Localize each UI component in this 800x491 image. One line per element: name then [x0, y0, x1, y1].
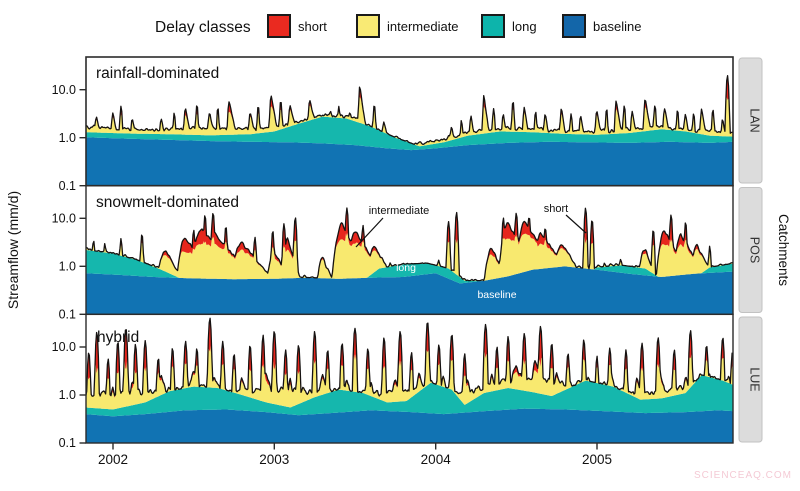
annotation-long: long [396, 262, 416, 274]
area-long [86, 375, 733, 417]
area-long [86, 249, 733, 284]
area-intermediate [86, 232, 733, 281]
y-axis: Streamflow (mm/d) 10.0 1.0 0.1 10.0 1.0 … [5, 83, 86, 450]
y-tick: 1.0 [59, 388, 76, 402]
legend-label-intermediate: intermediate [387, 19, 459, 34]
area-baseline [86, 266, 733, 315]
area-baseline [86, 408, 733, 443]
area-intermediate [86, 345, 733, 410]
panel-title-snowmelt: snowmelt-dominated [96, 194, 239, 211]
y-tick: 0.1 [59, 179, 76, 193]
y-tick: 0.1 [59, 308, 76, 322]
area-intermediate [86, 97, 733, 147]
catchments-axis-label: Catchments [776, 214, 791, 286]
x-tick-2004: 2004 [421, 452, 452, 467]
x-tick-2002: 2002 [98, 452, 128, 467]
x-axis: 2002 2003 2004 2005 [98, 443, 612, 467]
y-axis-label: Streamflow (mm/d) [5, 191, 21, 309]
legend-label-short: short [298, 19, 327, 34]
tag-box-pos [738, 187, 763, 313]
catchment-tags: LAN POS LUE Catchments [738, 57, 791, 443]
annotation-intermediate: intermediate [369, 205, 430, 217]
panel-snowmelt-areas [86, 207, 733, 315]
y-tick-labels: 10.0 1.0 0.1 10.0 1.0 0.1 10.0 1.0 0.1 [52, 83, 76, 450]
watermark: SCIENCEAQ.COM [694, 470, 792, 481]
panel-title-rainfall: rainfall-dominated [96, 65, 219, 82]
legend-swatch-short [267, 14, 291, 38]
tag-box-lue [738, 316, 763, 443]
panel-frames [85, 56, 734, 444]
annotation-line-intermediate [355, 217, 384, 248]
legend-swatch-long [481, 14, 505, 38]
total-streamflow-line [86, 75, 733, 145]
legend-label-baseline: baseline [593, 19, 641, 34]
legend-title: Delay classes [155, 19, 251, 36]
legend-swatch-intermediate [356, 14, 380, 38]
panel-rainfall-areas [86, 75, 733, 186]
area-baseline [86, 137, 733, 186]
panel-title-hybrid: hybrid [97, 329, 139, 346]
panel-hybrid-areas [86, 317, 733, 443]
tag-pos: POS [748, 237, 762, 263]
annotation-line-short [565, 214, 587, 234]
x-tick-2005: 2005 [582, 452, 612, 467]
total-streamflow-line [86, 317, 733, 398]
area-long [86, 116, 733, 151]
legend-label-long: long [512, 19, 537, 34]
annotation-baseline: baseline [477, 289, 516, 301]
y-tick-marks [79, 88, 86, 444]
panel-frame-3 [85, 313, 734, 444]
tag-box-lan [738, 57, 763, 184]
annotation-short: short [544, 203, 568, 215]
x-tick-labels: 2002 2003 2004 2005 [98, 452, 612, 467]
y-tick: 1.0 [59, 131, 76, 145]
y-tick: 0.1 [59, 436, 76, 450]
y-tick: 10.0 [52, 340, 76, 354]
y-tick: 1.0 [59, 260, 76, 274]
x-tick-marks [112, 443, 598, 450]
x-tick-2003: 2003 [259, 452, 289, 467]
total-streamflow-line [86, 207, 733, 282]
y-tick: 10.0 [52, 212, 76, 226]
annotations: intermediate short long baseline [355, 203, 587, 301]
legend-swatch-baseline [562, 14, 586, 38]
tag-lan: LAN [748, 108, 762, 132]
tag-lue: LUE [748, 367, 762, 391]
y-tick: 10.0 [52, 83, 76, 97]
legend: Delay classes short intermediate long ba… [155, 14, 641, 38]
